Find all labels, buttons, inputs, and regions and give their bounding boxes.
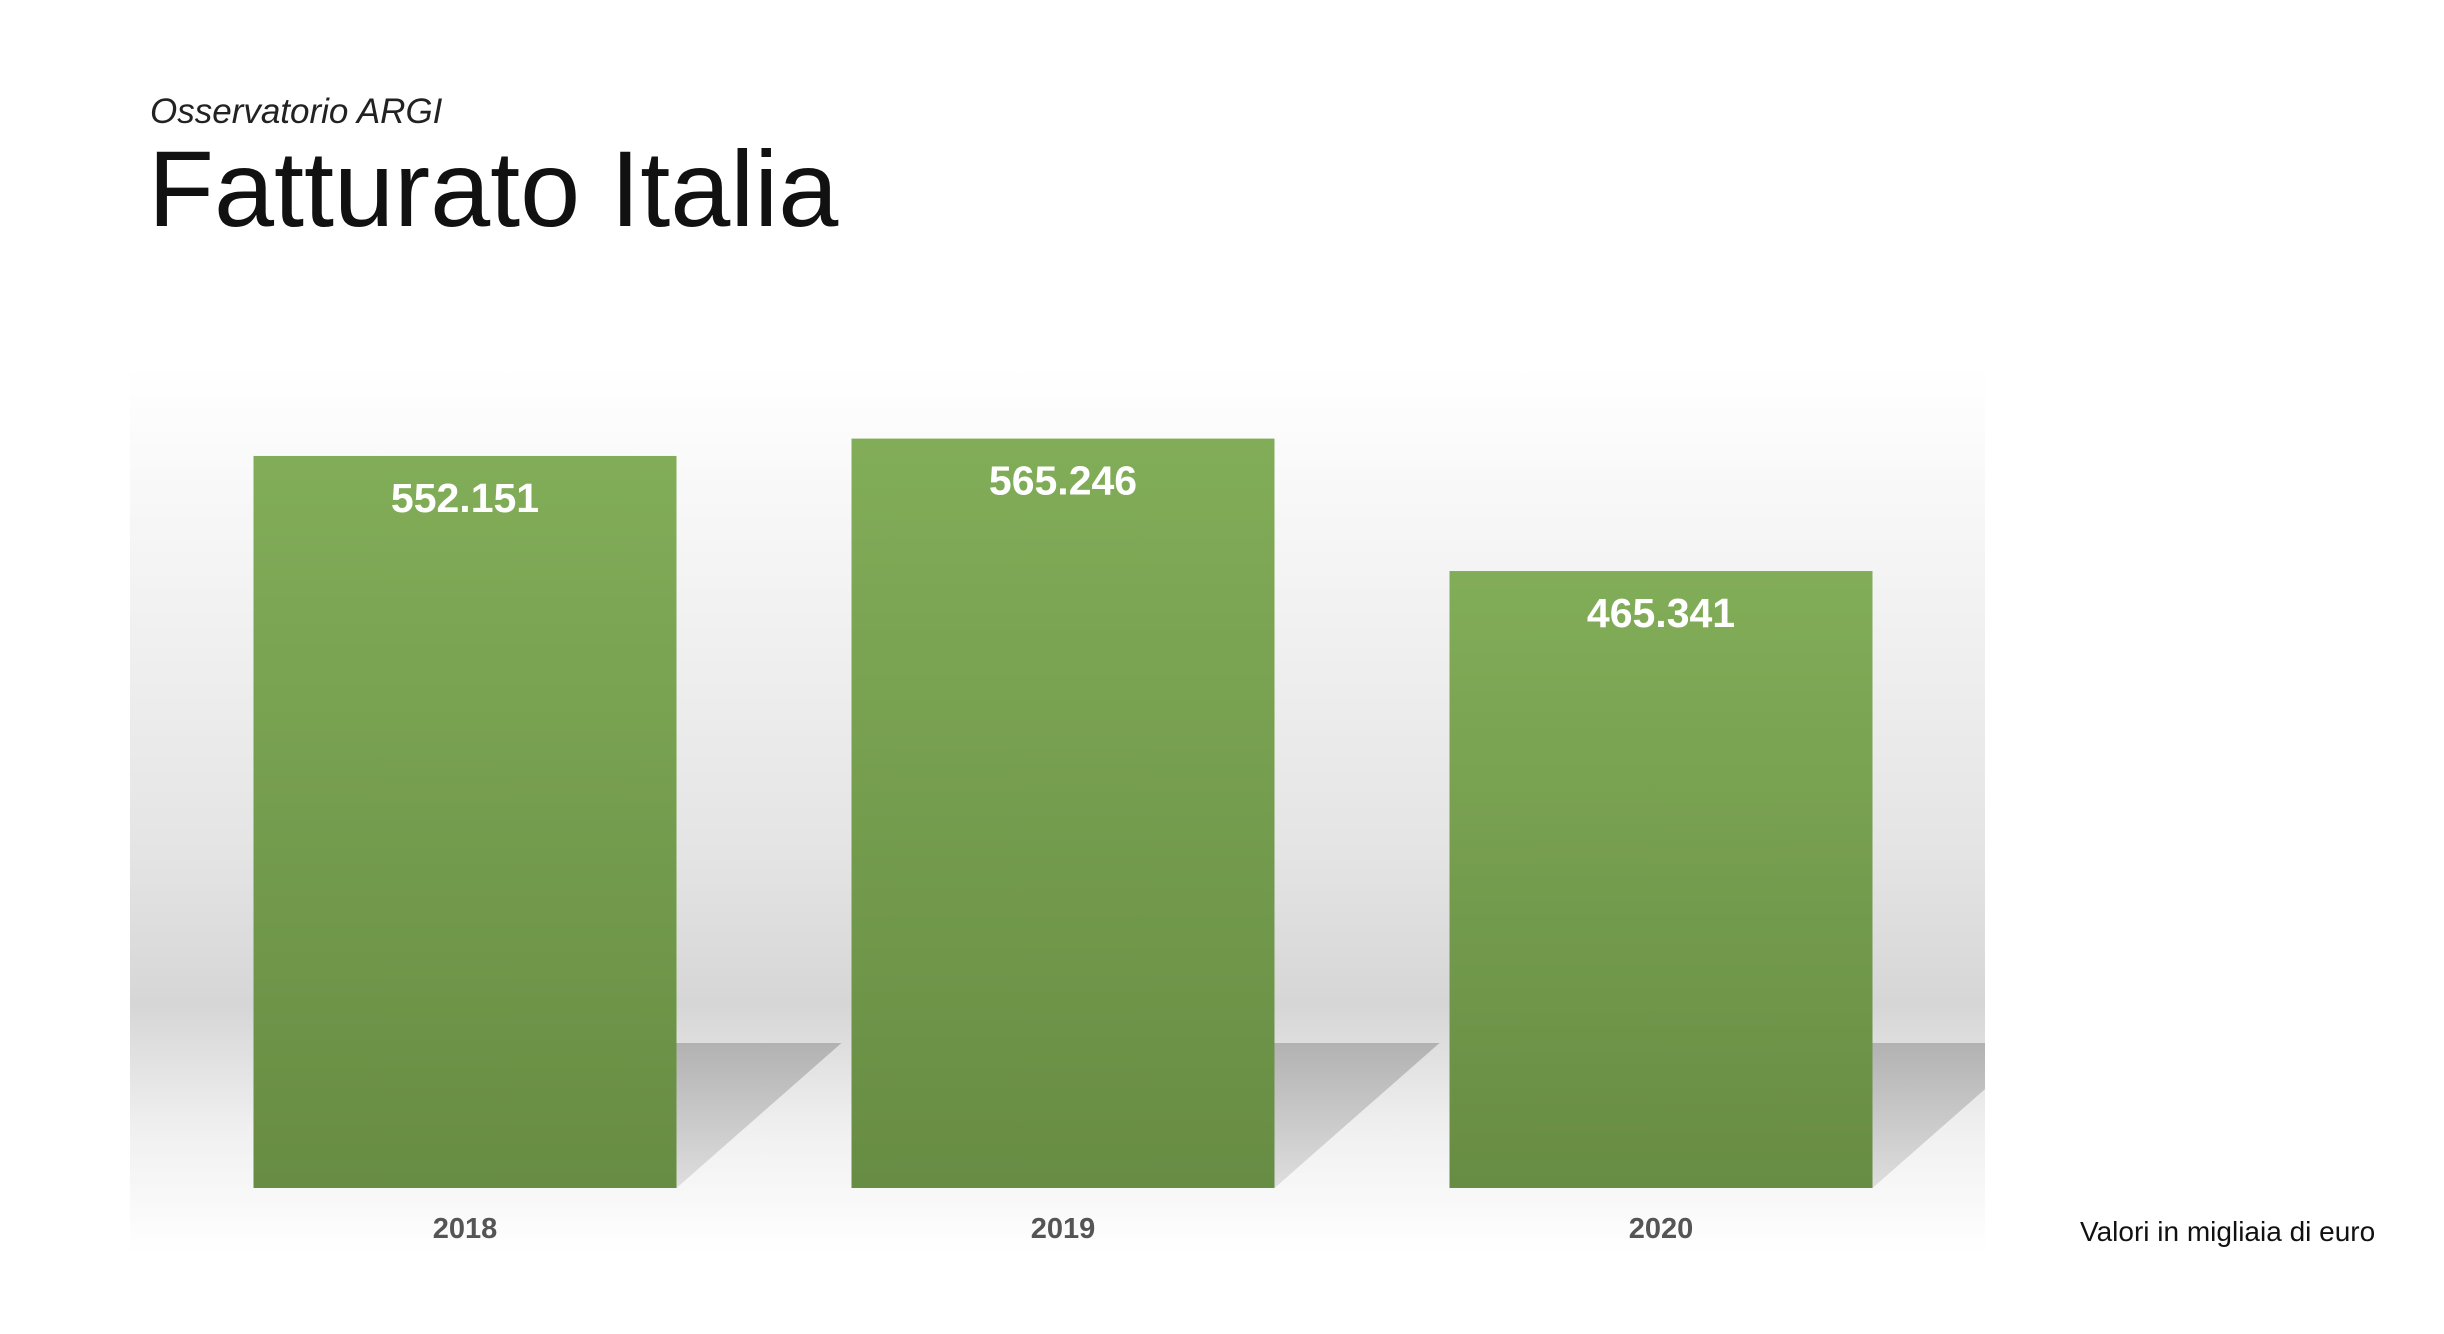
- bar-2018: [253, 455, 677, 1188]
- x-tick-label: 2018: [433, 1213, 498, 1245]
- bar-chart: 552.151 565.246 465.341 2018 2019 2020: [130, 366, 1985, 1254]
- value-labels: 552.151 565.246 465.341: [391, 458, 1735, 636]
- chart-subtitle: Osservatorio ARGI: [150, 92, 443, 131]
- bar-2020: [1449, 571, 1873, 1188]
- x-tick-label: 2020: [1629, 1213, 1694, 1245]
- chart-title: Fatturato Italia: [148, 128, 839, 249]
- data-label: 465.341: [1587, 590, 1735, 636]
- x-tick-label: 2019: [1031, 1213, 1096, 1245]
- bars: [253, 438, 1873, 1188]
- units-note: Valori in migliaia di euro: [2080, 1216, 2376, 1247]
- bar-2019: [851, 438, 1275, 1188]
- data-label: 565.246: [989, 458, 1137, 504]
- x-tick-labels: 2018 2019 2020: [433, 1213, 1694, 1245]
- data-label: 552.151: [391, 475, 539, 521]
- bar-chart-svg: 552.151 565.246 465.341 2018 2019 2020: [130, 366, 1985, 1254]
